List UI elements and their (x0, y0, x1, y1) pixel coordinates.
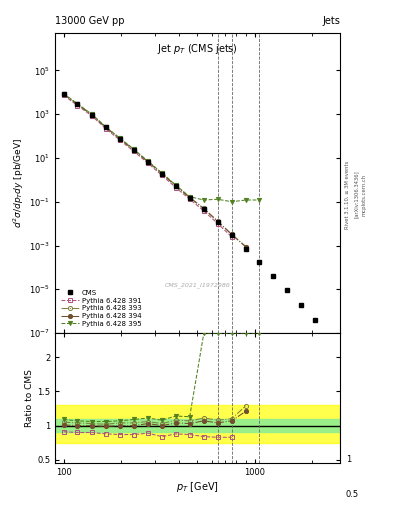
Text: mcplots.cern.ch: mcplots.cern.ch (362, 174, 367, 216)
Text: 13000 GeV pp: 13000 GeV pp (55, 16, 125, 26)
Text: CMS_2021_I1972986: CMS_2021_I1972986 (165, 282, 230, 288)
Text: [arXiv:1306.3436]: [arXiv:1306.3436] (354, 170, 359, 219)
Text: 1: 1 (346, 456, 351, 464)
Text: Jets: Jets (322, 16, 340, 26)
Y-axis label: Ratio to CMS: Ratio to CMS (25, 369, 34, 427)
Text: Jet $p_T$ (CMS jets): Jet $p_T$ (CMS jets) (157, 42, 238, 56)
Text: 0.5: 0.5 (346, 489, 359, 499)
X-axis label: $p_T$ [GeV]: $p_T$ [GeV] (176, 480, 219, 494)
Bar (55, 419, 340, 433)
Text: Rivet 3.1.10, ≥ 3M events: Rivet 3.1.10, ≥ 3M events (345, 160, 350, 229)
Bar (55, 405, 340, 443)
Y-axis label: $d^2\sigma/dp_Tdy$ [pb/GeV]: $d^2\sigma/dp_Tdy$ [pb/GeV] (12, 138, 26, 228)
Legend: CMS, Pythia 6.428 391, Pythia 6.428 393, Pythia 6.428 394, Pythia 6.428 395: CMS, Pythia 6.428 391, Pythia 6.428 393,… (59, 287, 145, 330)
